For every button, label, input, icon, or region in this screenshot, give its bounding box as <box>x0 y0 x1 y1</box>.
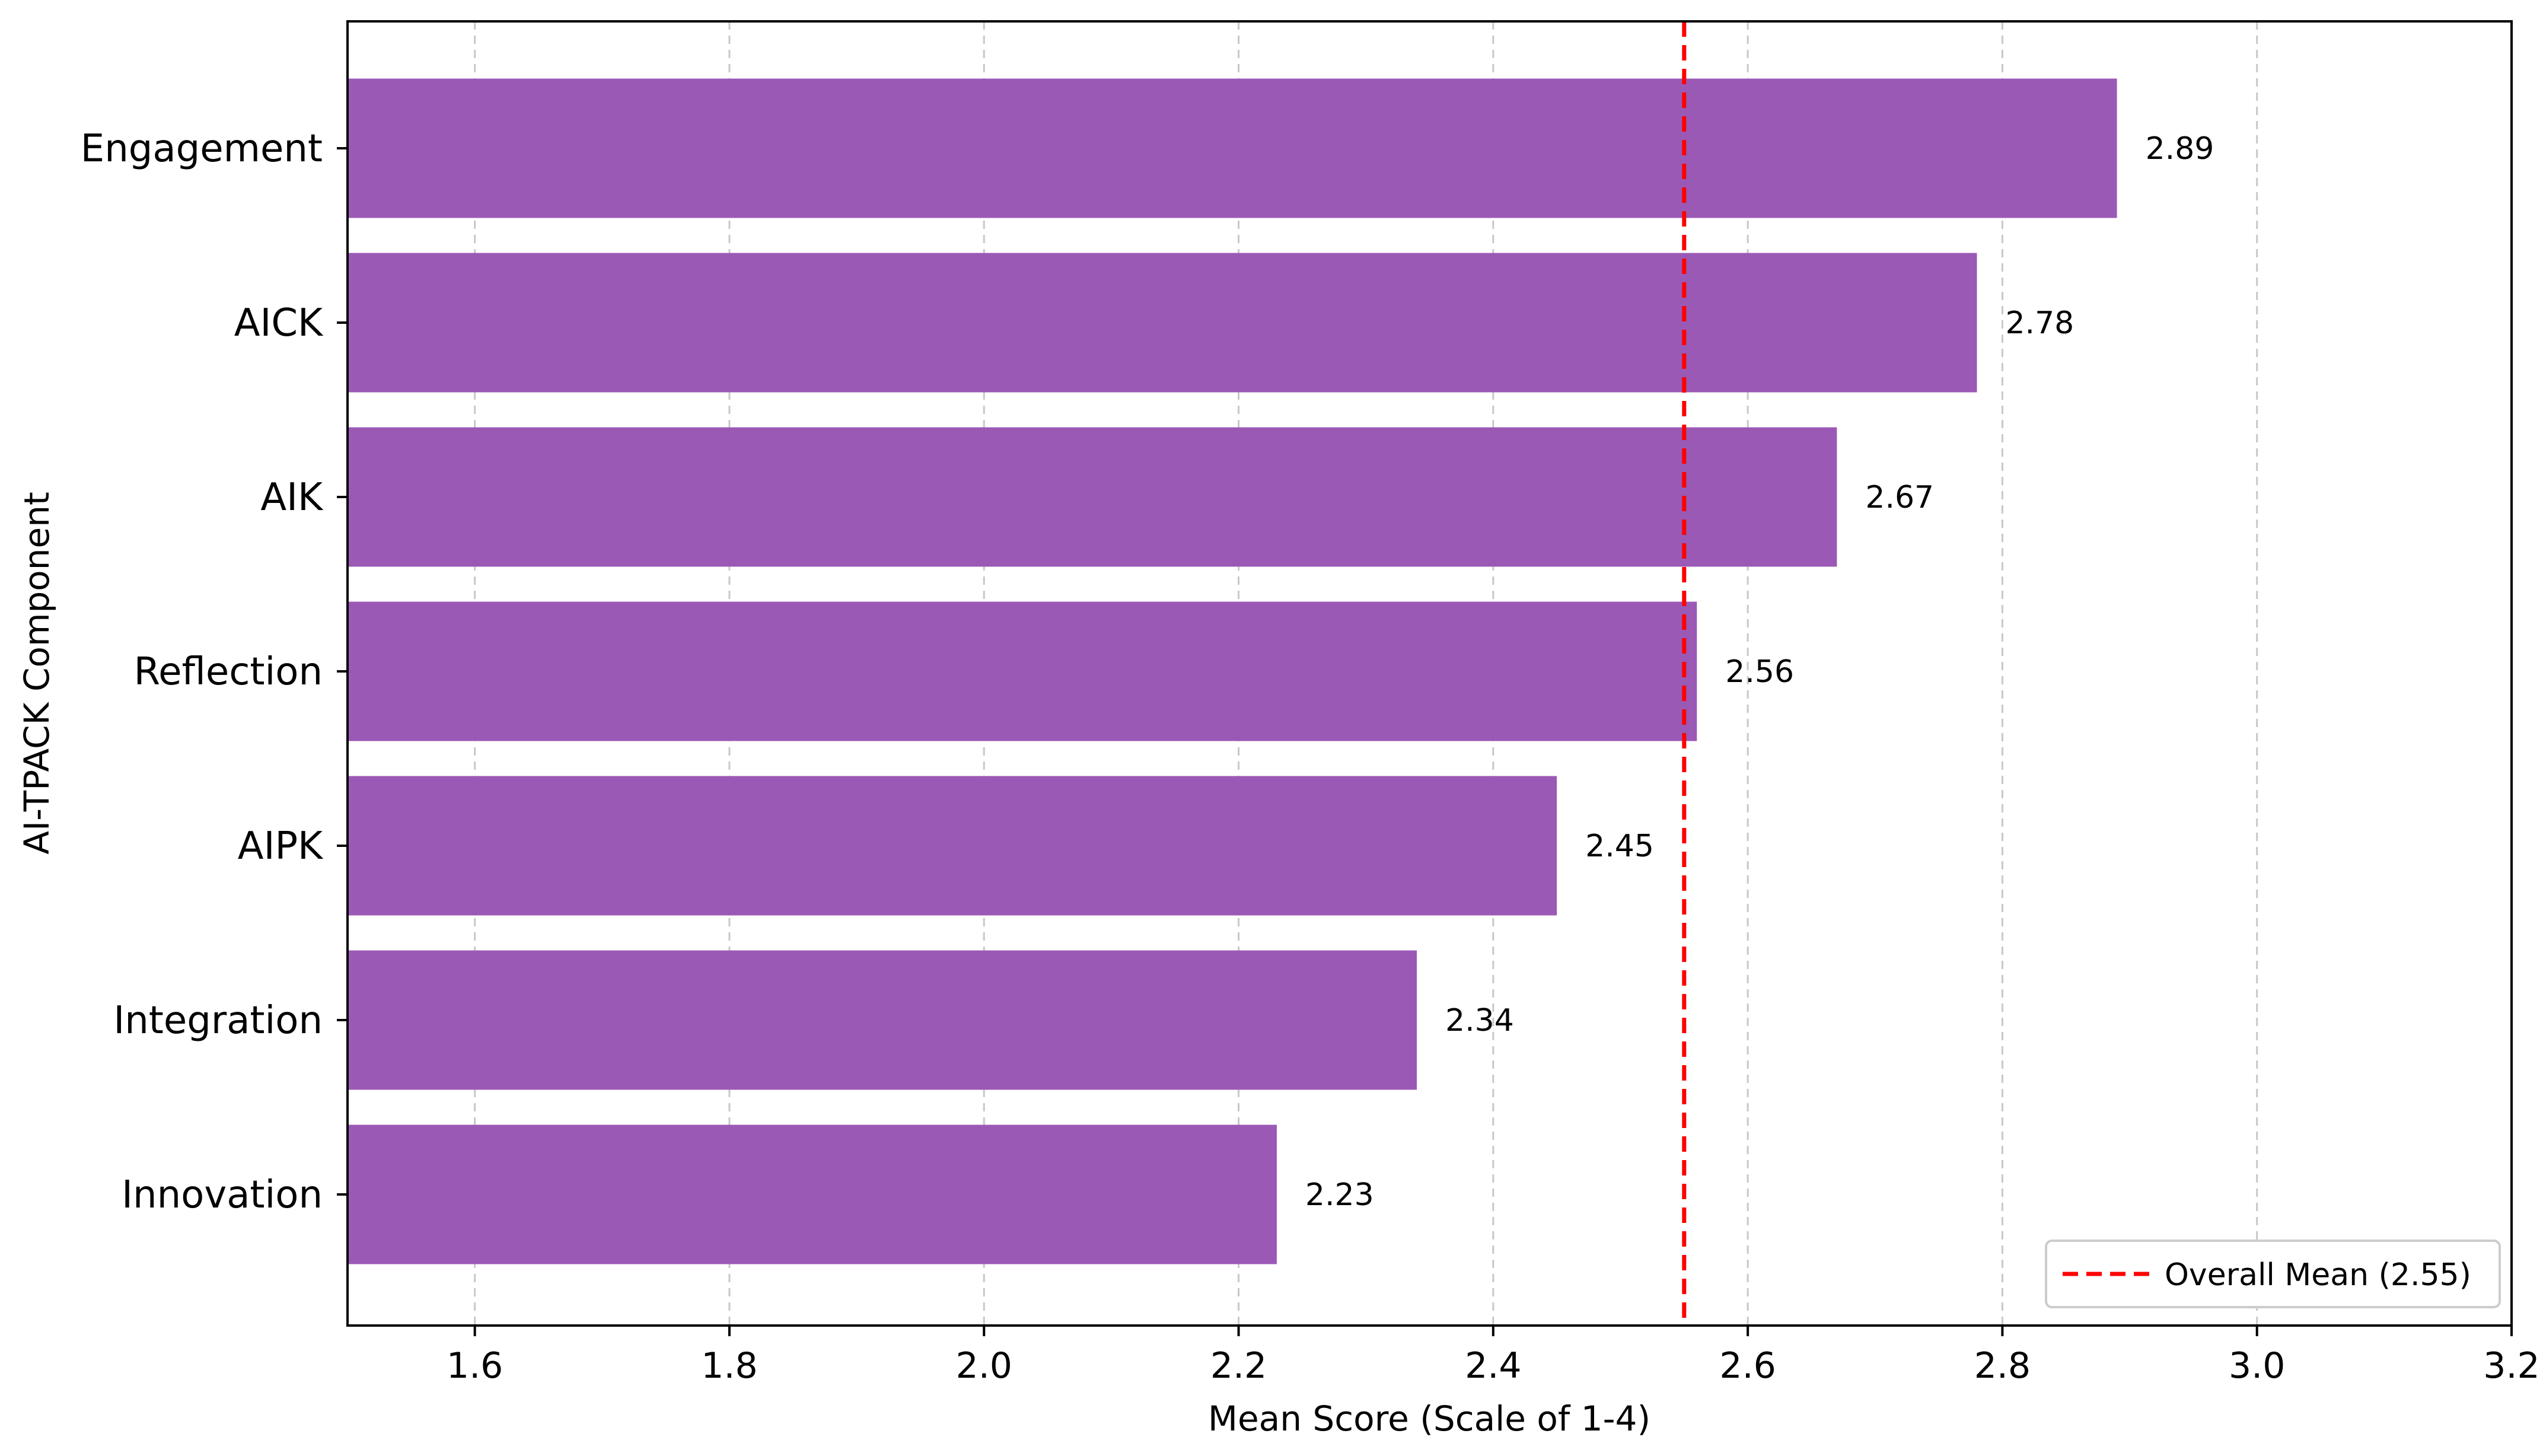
bar <box>348 601 1697 741</box>
bar <box>348 427 1837 567</box>
x-tick-label: 2.4 <box>1465 1345 1521 1387</box>
data-label: 2.89 <box>2146 131 2214 167</box>
y-axis: Engagement AICK AIK Reflection AIPK Integrati… <box>81 127 348 1217</box>
y-axis-title: AI-TPACK Component <box>17 492 57 854</box>
y-tick-label: Innovation <box>122 1173 323 1217</box>
x-tick-label: 3.2 <box>2483 1345 2539 1387</box>
data-label: 2.23 <box>1305 1177 1374 1213</box>
bar <box>348 776 1557 916</box>
plot-frame <box>346 20 2513 1327</box>
x-tick-label: 2.6 <box>1719 1345 1776 1387</box>
bars-layer <box>348 78 2117 1264</box>
legend-box <box>2045 1240 2501 1308</box>
x-tick-label: 3.0 <box>2229 1345 2285 1387</box>
legend: Overall Mean (2.55) <box>2045 1240 2501 1308</box>
y-tick-label: Integration <box>113 999 323 1043</box>
y-tick-label: Reflection <box>134 650 323 694</box>
data-label: 2.78 <box>2005 305 2074 341</box>
legend-label-overall-mean: Overall Mean (2.55) <box>2165 1257 2471 1293</box>
bar <box>348 253 1977 393</box>
x-tick-label: 2.8 <box>1974 1345 2031 1387</box>
data-label: 2.34 <box>1445 1003 1514 1038</box>
x-axis: 1.6 1.8 2.0 2.2 2.4 2.6 2.8 3.0 3.2 <box>447 1326 2540 1387</box>
bar <box>348 950 1417 1090</box>
x-tick-label: 1.6 <box>447 1345 503 1387</box>
x-tick-label: 2.2 <box>1210 1345 1267 1387</box>
data-labels-layer: 2.89 2.78 2.67 2.56 2.45 2.34 2.23 <box>1305 131 2214 1213</box>
bar <box>348 1124 1277 1264</box>
data-label: 2.45 <box>1585 829 1654 864</box>
y-tick-label: AIPK <box>238 824 324 868</box>
y-tick-label: AICK <box>234 301 324 345</box>
data-label: 2.56 <box>1725 654 1794 690</box>
x-axis-title: Mean Score (Scale of 1-4) <box>1208 1398 1650 1439</box>
y-tick-label: Engagement <box>81 127 323 171</box>
x-tick-label: 2.0 <box>956 1345 1012 1387</box>
data-label: 2.67 <box>1865 480 1934 515</box>
bar <box>348 78 2117 218</box>
y-tick-label: AIK <box>260 476 324 520</box>
x-tick-label: 1.8 <box>701 1345 757 1387</box>
